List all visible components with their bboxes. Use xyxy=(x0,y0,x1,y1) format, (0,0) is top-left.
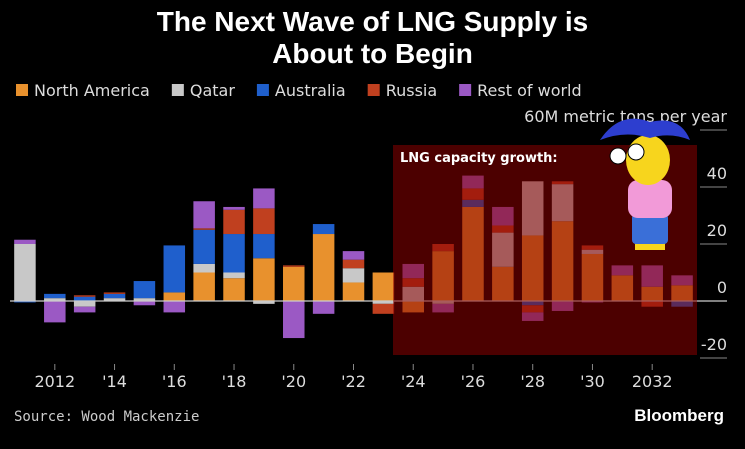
cartoon-legs xyxy=(635,240,665,250)
bar-segment xyxy=(372,301,395,304)
bar-segment xyxy=(133,301,156,306)
bar-segment xyxy=(253,234,275,259)
bar-segment xyxy=(283,265,305,267)
annotation: LNG capacity growth: xyxy=(400,151,558,166)
bar-segment xyxy=(193,229,215,264)
plot: -20 0 20 40 60M metric tons per year 2012 '14 '… xyxy=(10,107,727,391)
bar-segment xyxy=(163,292,186,301)
cartoon-head xyxy=(626,135,670,185)
x-tick-label: 2032 xyxy=(632,372,673,391)
bar-segment xyxy=(103,292,126,294)
bar-segment xyxy=(372,303,395,314)
legend-swatch xyxy=(16,84,28,96)
bar-segment xyxy=(103,293,126,299)
bar-segment xyxy=(283,266,305,301)
legend-label: Australia xyxy=(275,81,346,100)
bar-segment xyxy=(44,298,66,301)
bar-segment xyxy=(133,281,156,299)
bar-segment xyxy=(312,301,335,314)
bar-segment xyxy=(14,239,36,244)
y-tick-label: 40 xyxy=(707,164,727,183)
brand: Bloomberg xyxy=(634,406,724,425)
bar-segment xyxy=(342,251,365,260)
legend-label: Russia xyxy=(386,81,437,100)
cartoon xyxy=(600,118,690,250)
x-tick-label: '22 xyxy=(341,372,366,391)
title-box: The Next Wave of LNG Supply is About to … xyxy=(0,6,745,70)
bar-segment xyxy=(372,272,395,301)
bar-segment xyxy=(103,298,126,301)
source: Source: Wood Mackenzie xyxy=(14,409,199,425)
bar-segment xyxy=(223,209,245,235)
bar-segment xyxy=(193,272,215,301)
x-tick-label: 2012 xyxy=(34,372,75,391)
bar-segment xyxy=(283,301,305,339)
x-tick-label: '20 xyxy=(281,372,306,391)
bar-segment xyxy=(312,234,335,301)
x-tick-label: '14 xyxy=(102,372,127,391)
y-tick-label: 0 xyxy=(717,278,727,297)
bar-segment xyxy=(223,278,245,301)
bar-segment xyxy=(342,268,365,283)
bar-segment xyxy=(253,188,275,209)
bar-segment xyxy=(14,301,36,303)
bar-segment xyxy=(253,301,275,304)
x-tick-label: '24 xyxy=(401,372,426,391)
legend-swatch xyxy=(367,84,380,96)
y-tick-label: 60M metric tons per year xyxy=(524,107,727,126)
legend-label: Rest of world xyxy=(477,81,582,100)
y-tick-label: 20 xyxy=(707,221,727,240)
legend-swatch xyxy=(459,84,472,96)
x-tick-label: '18 xyxy=(222,372,247,391)
x-tick-label: '28 xyxy=(520,372,545,391)
bar-segment xyxy=(342,259,365,269)
bar-segment xyxy=(223,234,245,273)
cartoon-eye xyxy=(627,143,645,161)
y-tick-label: -20 xyxy=(701,335,727,354)
bar-segment xyxy=(223,272,245,279)
bar-segment xyxy=(163,245,186,293)
bar-segment xyxy=(44,301,66,323)
bar-segment xyxy=(223,206,245,210)
legend: North America Qatar Australia Russia Rest of… xyxy=(16,81,582,100)
legend-swatch xyxy=(256,84,269,96)
bar-segment xyxy=(133,298,156,301)
bar-segment xyxy=(163,301,186,313)
cartoon-shirt xyxy=(628,180,672,218)
bar-segment xyxy=(253,208,275,235)
cartoon-eye xyxy=(609,147,627,165)
bar-segment xyxy=(73,295,96,297)
x-tick-label: '30 xyxy=(580,372,605,391)
bar-segment xyxy=(193,201,215,229)
chart-title: The Next Wave of LNG Supply is About to … xyxy=(156,6,589,69)
x-tick-label: '26 xyxy=(461,372,486,391)
legend-label: North America xyxy=(34,81,150,100)
legend-label: Qatar xyxy=(190,81,235,100)
bar-segment xyxy=(73,301,96,307)
bar-segment xyxy=(44,293,66,299)
bar-segment xyxy=(14,244,36,301)
x-tick-label: '16 xyxy=(162,372,187,391)
bar-segment xyxy=(193,228,215,230)
bar-segment xyxy=(253,258,275,301)
legend-swatch xyxy=(171,84,184,96)
bar-segment xyxy=(73,296,96,301)
bar-segment xyxy=(312,224,335,235)
bar-segment xyxy=(193,263,215,273)
bar-segment xyxy=(73,306,96,313)
bar-segment xyxy=(342,282,365,301)
cartoon-hair xyxy=(600,118,690,140)
cartoon-shorts xyxy=(632,214,668,244)
